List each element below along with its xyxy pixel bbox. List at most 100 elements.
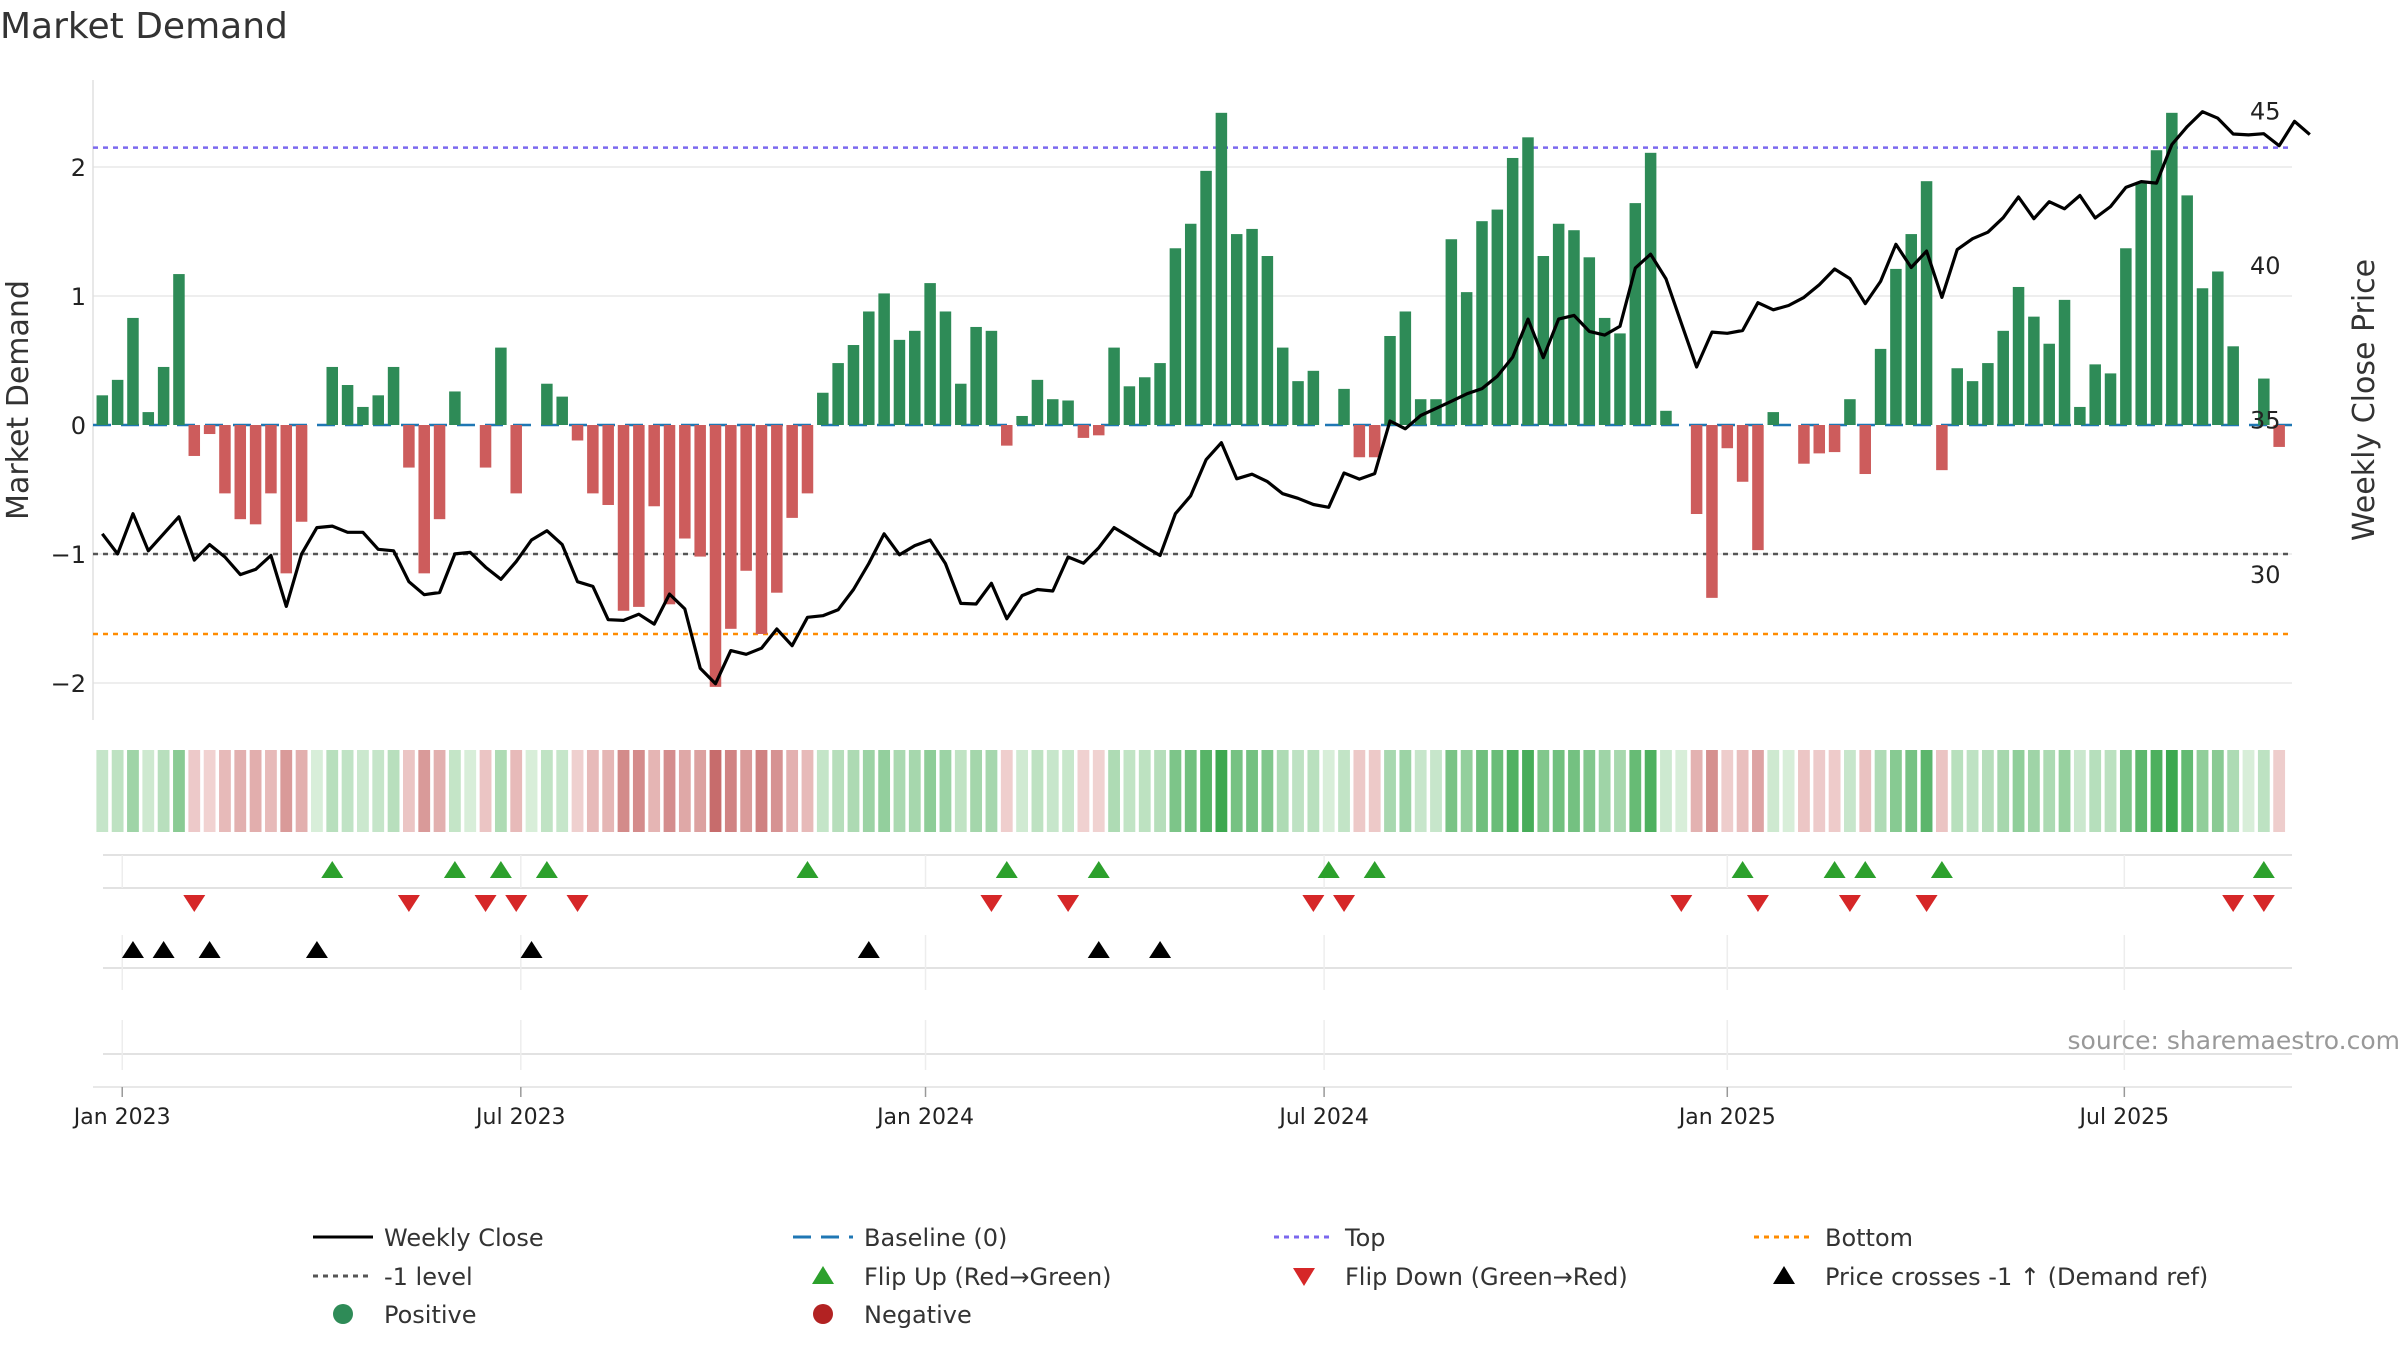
heat-cell [295,750,308,832]
demand-bar-positive [2074,406,2086,425]
demand-bar-positive [832,363,844,425]
demand-bar-positive [1767,412,1780,425]
demand-bar-positive [1920,181,1933,425]
heat-cell [1215,750,1228,832]
heat-cell [1338,750,1350,832]
heat-cell [1307,750,1320,832]
demand-bar-negative [1368,425,1381,458]
legend-label: Flip Down (Green→Red) [1345,1263,1628,1291]
demand-bar-positive [1460,292,1473,425]
demand-bar-negative [694,425,706,557]
demand-bar-negative [1001,425,1013,446]
heat-cell [1322,750,1335,832]
demand-bar-positive [1966,381,1979,425]
heat-cell [816,750,829,832]
demand-bar-positive [2120,248,2132,425]
flip-up-marker [321,861,344,878]
demand-bar-negative [617,425,630,611]
heat-cell [1767,750,1780,832]
heat-cell [249,750,262,832]
heat-cell [1813,750,1826,832]
demand-bar-positive [1430,399,1442,425]
flip-down-marker [2252,895,2275,912]
demand-bar-positive [2043,343,2055,425]
demand-bar-positive [878,293,890,425]
demand-bar-positive [1414,399,1427,425]
demand-bar-negative [249,425,262,525]
demand-bar-positive [2150,150,2163,426]
demand-bar-positive [1230,234,1243,425]
demand-bar-positive [1047,399,1059,425]
date-tick-label: Jul 2024 [1277,1105,1369,1130]
heat-cell [1169,750,1182,832]
heat-cell [694,750,707,832]
heat-cell [2012,750,2025,832]
heat-cell [1246,750,1258,832]
heat-cell [111,750,124,832]
demand-bar-positive [1660,410,1672,425]
heat-cell [2211,750,2224,832]
y-tick-label: 1 [71,283,86,311]
heat-cell [1981,750,1994,832]
y-axis-ticks: −2 −1 0 1 2 [51,154,86,698]
price-cross-marker [520,941,543,958]
demand-bar-positive [1200,170,1212,425]
demand-bar-negative [1093,425,1105,436]
heat-cell [724,750,737,832]
weekly-close-line [101,110,2311,686]
flip-up-marker [995,861,1018,878]
legend-swatch-triangle-up [1773,1266,1795,1284]
heat-cell [2273,750,2286,832]
heat-cell [326,750,339,832]
heat-cell [770,750,783,832]
demand-bar-positive [1890,268,1902,425]
demand-bar-negative [709,425,722,687]
demand-bar-negative [219,425,231,494]
date-axis: Jan 2023 Jul 2023 Jan 2024 Jul 2024 Jan 2025… [72,1086,2292,1130]
demand-bar-positive [817,392,829,425]
flip-up-marker [796,861,819,878]
demand-bar-positive [924,283,936,425]
heat-cell [2089,750,2102,832]
demand-bar-positive [2227,346,2239,425]
heat-cell [1721,750,1734,832]
heat-cell [1951,750,1964,832]
legend-label: Baseline (0) [864,1224,1007,1252]
heat-cell [1936,750,1948,832]
date-tick-label: Jan 2025 [1677,1105,1776,1130]
heat-cell [127,750,139,832]
demand-bar-negative [725,425,737,629]
demand-bar-positive [1307,370,1320,425]
demand-bar-positive [1476,221,1488,425]
legend-label: -1 level [384,1263,473,1291]
heat-cell [1782,750,1795,832]
heat-cell [2073,750,2086,832]
heat-cell [203,750,216,832]
demand-bar-negative [740,425,752,571]
flip-down-marker [474,895,497,912]
flip-down-marker [980,895,1003,912]
demand-bar-positive [2104,373,2117,425]
date-tick-label: Jan 2024 [875,1105,974,1130]
legend-swatch-triangle-up [812,1266,834,1284]
heat-cell [924,750,937,832]
demand-bar-positive [1445,239,1458,425]
y2-tick-label: 45 [2250,98,2281,126]
price-cross-marker [121,941,144,958]
date-tick-label: Jul 2023 [474,1105,566,1130]
heat-cell [1292,750,1304,832]
heat-cell [2027,750,2040,832]
heat-cell [1614,750,1626,832]
heat-cell [1583,750,1596,832]
demand-bar-positive [1246,228,1258,425]
demand-bar-positive [985,330,998,425]
demand-bar-positive [2089,364,2101,425]
heat-cell [2242,750,2255,832]
demand-bar-negative [602,425,614,505]
y2-tick-label: 30 [2250,561,2281,589]
demand-bar-positive [1629,203,1642,425]
heat-cell [1230,750,1243,832]
y2-tick-label: 40 [2250,252,2281,280]
heat-cell [2165,750,2178,832]
heat-cell [1905,750,1918,832]
